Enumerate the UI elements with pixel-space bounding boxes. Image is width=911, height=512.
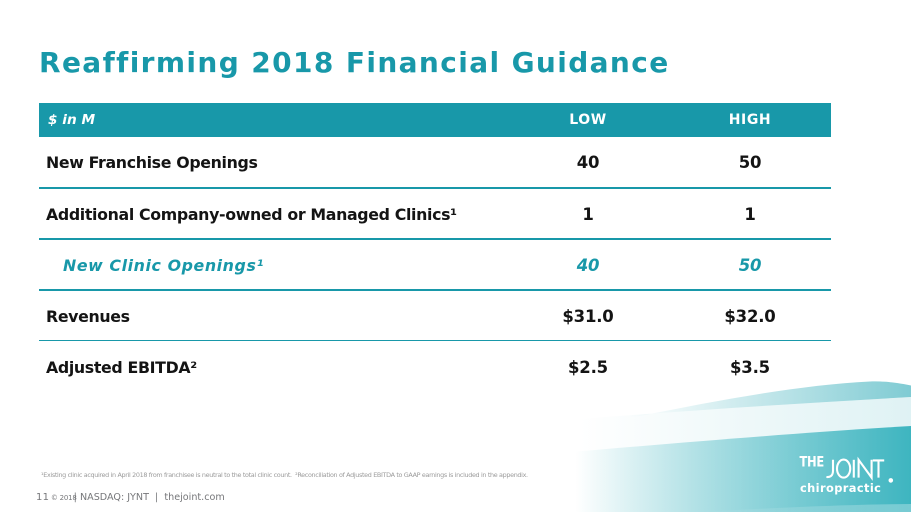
row-value-low: 40	[576, 255, 600, 275]
footnote: ¹Existing clinic acquired in April 2018 …	[41, 471, 528, 479]
row-separator	[39, 238, 831, 240]
row-separator	[39, 339, 831, 342]
logo-tagline: chiropractic	[800, 481, 881, 495]
table-row: Adjusted EBITDA² $2.5 $3.5	[39, 342, 831, 393]
copyright: © 2018	[50, 494, 77, 502]
row-value-low: $2.5	[568, 357, 608, 377]
slide-title: Reaffirming 2018 Financial Guidance	[39, 46, 670, 79]
row-value-low: 1	[582, 204, 594, 224]
row-label: New Franchise Openings	[46, 153, 258, 173]
row-value-low: $31.0	[562, 306, 614, 326]
table-row-highlight: New Clinic Openings¹ 40 50	[39, 240, 831, 291]
row-value-high: 50	[738, 153, 762, 173]
row-value-high: 50	[738, 255, 762, 275]
table-header-high: HIGH	[728, 112, 772, 128]
table-header-low: LOW	[569, 112, 607, 128]
logo-joint	[826, 456, 885, 481]
logo-the: THE	[800, 454, 824, 471]
row-label: Additional Company-owned or Managed Clin…	[46, 204, 457, 224]
row-value-low: 40	[576, 153, 600, 173]
footer: 11 © 2018 | NASDAQ: JYNT | thejoint.com	[36, 492, 225, 506]
table-row: Additional Company-owned or Managed Clin…	[39, 189, 831, 240]
row-value-high: $32.0	[724, 306, 776, 326]
row-value-high: 1	[744, 204, 756, 224]
row-label: New Clinic Openings¹	[63, 255, 264, 275]
table-row: Revenues $31.0 $32.0	[39, 291, 831, 342]
row-label: Revenues	[46, 306, 130, 326]
table-row: New Franchise Openings 40 50	[39, 137, 831, 189]
footer-links: | NASDAQ: JYNT | thejoint.com	[73, 492, 225, 503]
row-separator	[39, 288, 831, 291]
page-number: 11	[36, 492, 50, 503]
row-separator	[39, 186, 831, 189]
logo-period	[888, 478, 894, 483]
row-label: Adjusted EBITDA²	[46, 357, 197, 377]
table-header-units: $ in M	[48, 112, 96, 128]
table-header-row: $ in M LOW HIGH	[39, 103, 831, 137]
row-value-high: $3.5	[730, 357, 770, 377]
